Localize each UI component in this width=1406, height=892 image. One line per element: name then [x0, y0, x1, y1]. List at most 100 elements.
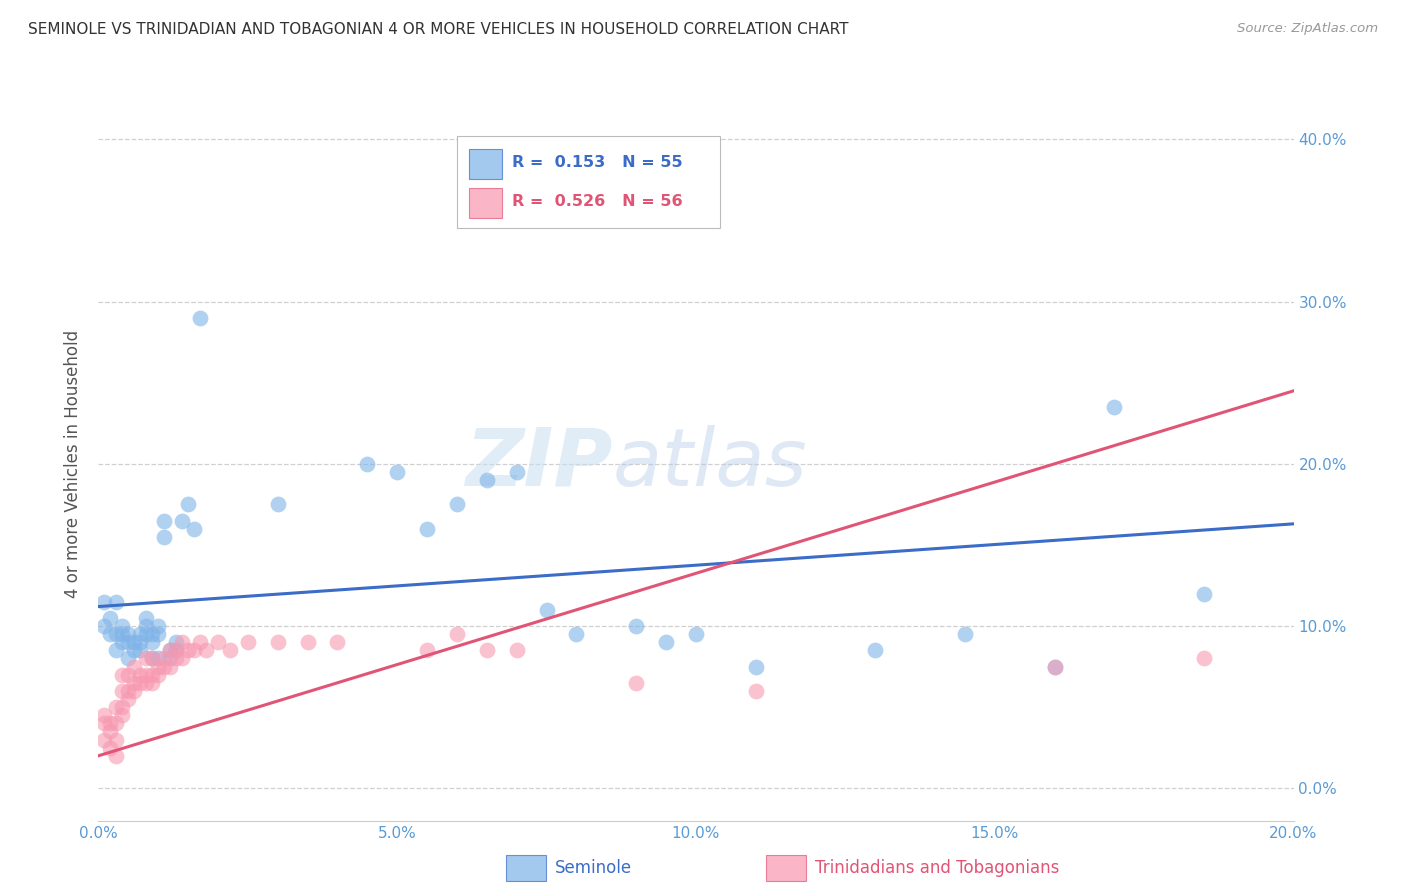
Point [356, 457, 378, 471]
Point [141, 651, 163, 665]
Point [159, 643, 181, 657]
Point [177, 643, 200, 657]
Point [148, 627, 170, 641]
Point [565, 627, 588, 641]
Point [93, 595, 115, 609]
FancyBboxPatch shape [470, 149, 502, 179]
Point [177, 497, 200, 511]
Point [165, 643, 187, 657]
FancyBboxPatch shape [457, 136, 720, 228]
Point [207, 635, 229, 649]
Point [135, 627, 157, 641]
Point [135, 667, 157, 681]
Point [100, 740, 122, 755]
Text: Seminole: Seminole [555, 859, 633, 877]
Point [446, 497, 468, 511]
Point [93, 732, 115, 747]
Point [117, 692, 139, 706]
Y-axis label: 4 or more Vehicles in Household: 4 or more Vehicles in Household [65, 330, 83, 598]
Point [416, 522, 439, 536]
Point [141, 627, 163, 641]
Point [159, 659, 181, 673]
Text: atlas: atlas [613, 425, 807, 503]
Point [141, 651, 163, 665]
Point [105, 595, 128, 609]
Point [159, 643, 181, 657]
Point [297, 635, 319, 649]
Point [105, 732, 128, 747]
Point [865, 643, 887, 657]
Point [93, 716, 115, 731]
Point [135, 611, 157, 625]
Point [165, 651, 187, 665]
Point [385, 465, 409, 479]
Point [100, 716, 122, 731]
Point [117, 684, 139, 698]
Point [111, 619, 134, 633]
Point [129, 627, 152, 641]
Point [124, 643, 146, 657]
Point [111, 708, 134, 723]
Point [135, 675, 157, 690]
Point [1043, 659, 1066, 673]
Point [129, 675, 152, 690]
Point [117, 627, 139, 641]
Point [506, 465, 529, 479]
Point [111, 635, 134, 649]
Point [100, 611, 122, 625]
Point [1192, 651, 1215, 665]
Text: Trinidadians and Tobagonians: Trinidadians and Tobagonians [815, 859, 1060, 877]
Point [172, 514, 194, 528]
Point [267, 635, 290, 649]
Point [655, 635, 678, 649]
Point [124, 635, 146, 649]
Point [124, 684, 146, 698]
Point [626, 619, 648, 633]
Point [1192, 586, 1215, 600]
Point [172, 635, 194, 649]
Point [1104, 400, 1126, 414]
Point [148, 667, 170, 681]
Point [135, 619, 157, 633]
Point [188, 635, 211, 649]
Point [506, 643, 529, 657]
Point [153, 530, 176, 544]
Text: SEMINOLE VS TRINIDADIAN AND TOBAGONIAN 4 OR MORE VEHICLES IN HOUSEHOLD CORRELATI: SEMINOLE VS TRINIDADIAN AND TOBAGONIAN 4… [28, 22, 849, 37]
Text: ZIP: ZIP [465, 425, 613, 503]
Point [267, 497, 290, 511]
Point [188, 310, 211, 325]
Point [141, 675, 163, 690]
Point [172, 651, 194, 665]
Point [148, 619, 170, 633]
Point [416, 643, 439, 657]
Point [117, 651, 139, 665]
Point [105, 627, 128, 641]
Point [111, 684, 134, 698]
Point [153, 514, 176, 528]
Point [111, 700, 134, 714]
Point [183, 643, 205, 657]
Point [326, 635, 349, 649]
Point [117, 667, 139, 681]
Point [159, 651, 181, 665]
Text: R =  0.526   N = 56: R = 0.526 N = 56 [512, 194, 682, 210]
Point [111, 667, 134, 681]
Point [124, 675, 146, 690]
FancyBboxPatch shape [470, 188, 502, 219]
Point [135, 651, 157, 665]
Point [105, 700, 128, 714]
Point [685, 627, 707, 641]
Point [195, 643, 218, 657]
Point [165, 643, 187, 657]
Point [148, 659, 170, 673]
Point [141, 635, 163, 649]
Point [153, 651, 176, 665]
Point [475, 473, 498, 487]
Point [745, 659, 768, 673]
Point [129, 643, 152, 657]
Point [124, 659, 146, 673]
Point [446, 627, 468, 641]
Point [745, 684, 768, 698]
Point [93, 708, 115, 723]
Point [129, 635, 152, 649]
